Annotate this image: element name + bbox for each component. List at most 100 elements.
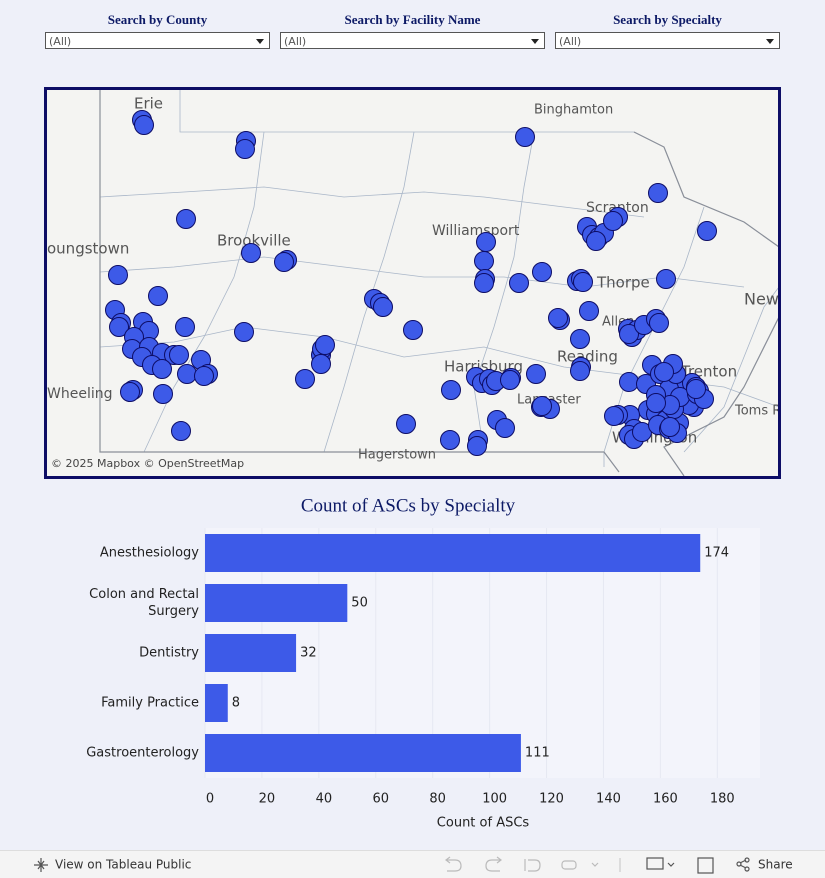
place-label: Reading bbox=[557, 348, 618, 366]
facility-dot bbox=[570, 329, 590, 349]
facility-dot bbox=[476, 232, 496, 252]
place-label: Harrisburg bbox=[444, 358, 523, 376]
place-label: Williamsport bbox=[432, 223, 520, 239]
facility-dot bbox=[619, 324, 639, 344]
fullscreen-icon[interactable] bbox=[697, 857, 714, 874]
facility-dot bbox=[441, 380, 461, 400]
facility-dot bbox=[169, 345, 189, 365]
facility-dot bbox=[654, 362, 674, 382]
value-label: 50 bbox=[351, 596, 368, 611]
share-button[interactable]: Share bbox=[758, 858, 793, 872]
redo-icon[interactable] bbox=[485, 856, 502, 872]
revert-icon[interactable] bbox=[524, 859, 541, 872]
facility-dot bbox=[649, 313, 669, 333]
facility-dot bbox=[500, 370, 520, 390]
facility-dot bbox=[532, 396, 552, 416]
facility-dot bbox=[467, 436, 487, 456]
facility-dot bbox=[697, 221, 717, 241]
filter-label: Search by Specialty bbox=[613, 12, 722, 27]
place-label: Toms Rive bbox=[734, 404, 781, 419]
facility-dot bbox=[532, 262, 552, 282]
bar bbox=[205, 634, 297, 672]
facility-dot bbox=[686, 379, 706, 399]
facility-dot bbox=[648, 183, 668, 203]
filter-dropdown[interactable]: (All) bbox=[555, 32, 780, 49]
y-tick-label: Anesthesiology bbox=[99, 545, 199, 561]
bar bbox=[205, 734, 521, 772]
facility-dot bbox=[474, 251, 494, 271]
facility-dot bbox=[148, 286, 168, 306]
facility-dot bbox=[315, 335, 335, 355]
chart-svg: Count of ASCs by Specialty Count of ASCs… bbox=[204, 495, 760, 831]
facility-dot bbox=[603, 211, 623, 231]
facility-dot bbox=[235, 139, 255, 159]
x-tick-label: 0 bbox=[206, 792, 214, 807]
y-tick-label: Colon and Rectal Surgery bbox=[89, 587, 199, 619]
value-label: 32 bbox=[300, 646, 317, 661]
x-tick-label: 60 bbox=[372, 792, 389, 807]
bar-chart: Count of ASCs by Specialty Count of ASCs… bbox=[0, 490, 825, 840]
filter-label: Search by Facility Name bbox=[344, 12, 481, 27]
y-tick-label: Dentistry bbox=[139, 645, 199, 661]
place-label: Thorpe bbox=[596, 274, 650, 292]
facility-dot bbox=[586, 231, 606, 251]
facility-dot bbox=[109, 317, 129, 337]
facility-dot bbox=[234, 322, 254, 342]
y-tick-label: Family Practice bbox=[101, 695, 199, 711]
facility-dot bbox=[474, 273, 494, 293]
x-tick-label: 20 bbox=[259, 792, 276, 807]
undo-icon[interactable] bbox=[445, 856, 462, 872]
facility-dot bbox=[311, 354, 331, 374]
facility-dot bbox=[604, 406, 624, 426]
place-label: Wheeling bbox=[47, 386, 112, 402]
facility-dot bbox=[526, 364, 546, 384]
facility-dot bbox=[194, 366, 214, 386]
share-icon[interactable] bbox=[739, 859, 747, 869]
facility-dot bbox=[646, 393, 666, 413]
facility-dot bbox=[177, 364, 197, 384]
facility-dot bbox=[134, 115, 154, 135]
toolbar: View on Tableau Public Share bbox=[0, 850, 825, 878]
dropdown-caret[interactable] bbox=[591, 862, 599, 867]
facility-dot bbox=[579, 301, 599, 321]
x-tick-label: 80 bbox=[429, 792, 446, 807]
y-tick-label: Gastroenterology bbox=[86, 745, 199, 761]
view-on-tableau[interactable]: View on Tableau Public bbox=[55, 858, 191, 872]
x-tick-label: 140 bbox=[596, 792, 621, 807]
filter-label: Search by County bbox=[107, 12, 208, 27]
facility-dot bbox=[403, 320, 423, 340]
x-tick-label: 160 bbox=[653, 792, 678, 807]
facility-dot bbox=[619, 372, 639, 392]
facility-dot bbox=[108, 265, 128, 285]
place-label: Brookville bbox=[217, 232, 291, 250]
tableau-icon bbox=[34, 858, 48, 872]
filter-dropdown[interactable]: (All) bbox=[45, 32, 270, 49]
chart-title: Count of ASCs by Specialty bbox=[301, 495, 516, 516]
dropdown-caret[interactable] bbox=[667, 862, 675, 867]
facility-dot bbox=[176, 209, 196, 229]
download-icon[interactable] bbox=[646, 857, 664, 870]
bar bbox=[205, 534, 701, 572]
map[interactable]: ErieBinghamtonScrantonWilliamsportBrookv… bbox=[44, 87, 781, 479]
value-label: 8 bbox=[232, 696, 240, 711]
map-attribution: © 2025 Mapbox © OpenStreetMap bbox=[51, 457, 244, 470]
x-axis-label: Count of ASCs bbox=[437, 816, 530, 831]
place-label: Binghamton bbox=[534, 103, 613, 118]
place-label: Hagerstown bbox=[358, 448, 436, 463]
facility-dot bbox=[241, 243, 261, 263]
facility-dot bbox=[120, 382, 140, 402]
facility-dot bbox=[660, 417, 680, 437]
facility-dot bbox=[656, 269, 676, 289]
filter-dropdown[interactable]: (All) bbox=[280, 32, 545, 49]
facility-dot bbox=[573, 272, 593, 292]
x-tick-label: 40 bbox=[316, 792, 333, 807]
place-label: oungstown bbox=[47, 240, 129, 258]
facility-dot bbox=[171, 421, 191, 441]
toolbar-icons: View on Tableau Public Share bbox=[34, 856, 793, 874]
facility-dot bbox=[153, 384, 173, 404]
facility-dot bbox=[295, 369, 315, 389]
facility-dot bbox=[509, 273, 529, 293]
pause-icon[interactable] bbox=[561, 860, 577, 870]
facility-dot bbox=[175, 317, 195, 337]
